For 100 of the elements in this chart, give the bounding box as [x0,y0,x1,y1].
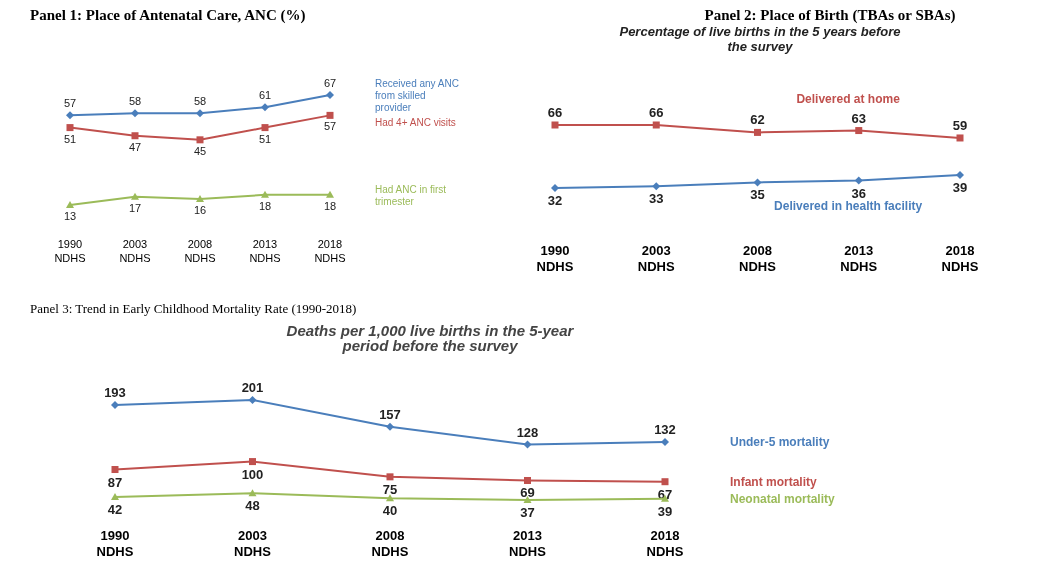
data-label: 18 [323,199,337,212]
point [523,440,532,449]
data-label: 67 [323,77,337,89]
chart-title: Panel 1: Place of Antenatal Care, ANC (%) [30,7,306,24]
point [661,438,669,447]
x-tick-label: 2008 NDHS [184,238,216,264]
data-label: 13 [63,210,77,222]
x-tick-label: 2013 NDHS [840,243,878,274]
point [261,103,269,112]
point [754,128,761,136]
point [196,136,204,144]
data-label: 37 [520,505,535,520]
point [66,124,74,132]
text: Received any ANC from skilled provider [375,78,459,113]
data-label: 62 [750,112,765,128]
point [261,124,269,132]
data-label: 33 [649,191,664,207]
data-label: 100 [241,466,264,482]
data-label: 39 [952,180,968,196]
point [326,190,334,198]
point [551,121,559,129]
x-tick-label: 2008 NDHS [371,528,409,559]
x-tick-label: 2018 NDHS [646,528,684,559]
data-label: 16 [193,203,207,216]
chart-subtitle: Deaths per 1,000 live births in the 5-year period before the survey [286,322,575,354]
x-tick-label: 2003 NDHS [637,243,675,274]
x-tick-label: 2013 NDHS [509,528,547,559]
point [196,109,204,118]
point [956,171,964,180]
data-label: 57 [323,120,337,133]
data-label: 39 [657,503,673,519]
point [249,458,256,466]
point [855,127,863,135]
data-label: 157 [379,406,401,422]
point [111,492,119,500]
point [326,111,334,119]
point [753,178,762,187]
x-tick-label: 2018 NDHS [314,238,346,264]
point [386,422,394,431]
data-label: 66 [649,105,664,120]
data-label: 32 [547,193,563,208]
point [111,400,119,409]
text: Under-5 mortality [730,435,830,450]
data-label: 69 [520,485,535,501]
point [551,184,559,192]
point [326,91,334,99]
data-label: 132 [654,422,676,438]
point [261,190,269,198]
point [66,201,74,208]
data-label: 58 [193,95,207,108]
point [652,182,661,191]
x-tick-label: 1990 NDHS [54,238,86,264]
data-label: 59 [952,117,968,133]
chart-subtitle: Percentage of live births in the 5 years before the survey [619,24,901,54]
point [854,176,863,185]
point [111,466,119,474]
x-tick-label: 2013 NDHS [249,238,281,264]
point [196,194,204,202]
data-label: 42 [107,501,123,517]
point [131,109,139,118]
data-label: 58 [128,95,142,108]
data-label: 47 [128,140,142,153]
data-label: 201 [241,380,264,395]
point [386,473,394,481]
data-label: 17 [128,201,142,214]
text: Delivered at home [796,92,901,106]
x-tick-label: 2008 NDHS [739,243,777,274]
data-label: 61 [258,89,272,102]
data-label: 36 [851,185,866,201]
point [66,111,74,120]
x-tick-label: 2003 NDHS [234,528,272,559]
data-label: 87 [107,474,123,490]
point [524,476,531,484]
chart-title: Panel 3: Trend in Early Childhood Mortality Rate (1990-2018) [30,301,357,316]
x-tick-label: 1990 NDHS [96,528,134,559]
x-tick-label: 1990 NDHS [536,243,574,274]
text: Had 4+ ANC visits [375,117,456,128]
data-label: 128 [516,424,539,440]
text: Neonatal mortality [730,491,836,506]
x-tick-label: 2003 NDHS [119,238,151,264]
x-tick-label: 2018 NDHS [941,243,979,274]
series-label: Delivered in health facility [774,199,923,213]
data-label: 40 [382,503,398,519]
data-label: 75 [382,481,398,497]
point [131,192,139,200]
data-label: 48 [245,498,260,514]
text: Had ANC in first trimester [375,183,447,207]
data-label: 51 [258,132,272,145]
data-label: 35 [750,187,765,203]
point [661,478,669,486]
chart-title: Panel 2: Place of Birth (TBAs or SBAs) [704,7,956,24]
point [386,494,394,502]
data-label: 57 [63,97,77,110]
data-label: 18 [258,199,272,212]
point [956,134,964,142]
data-label: 66 [547,105,563,120]
point [652,121,660,129]
point [131,132,139,140]
point [248,396,257,404]
text: Infant mortality [730,474,817,489]
